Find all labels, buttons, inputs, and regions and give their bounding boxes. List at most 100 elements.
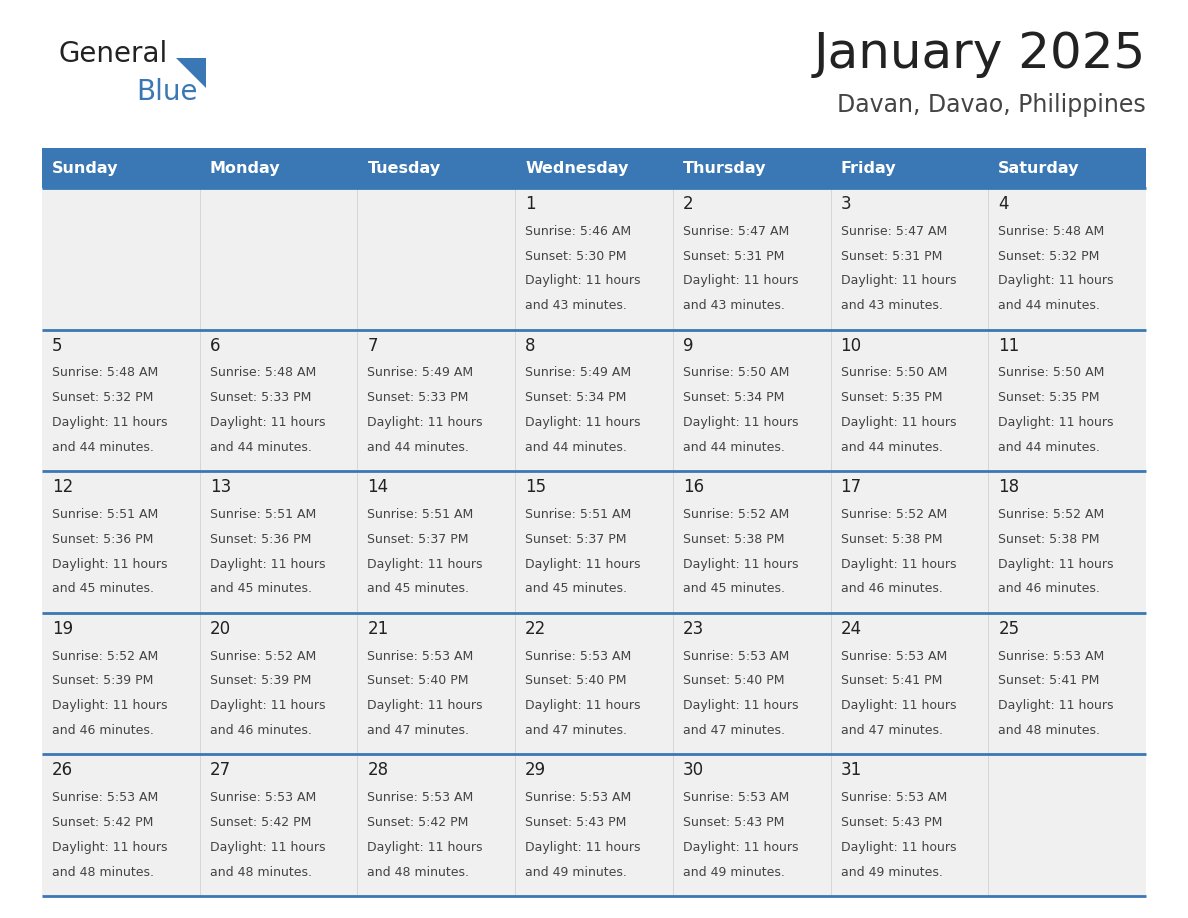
Text: and 43 minutes.: and 43 minutes. xyxy=(683,299,785,312)
Text: Sunrise: 5:48 AM: Sunrise: 5:48 AM xyxy=(210,366,316,379)
Bar xyxy=(672,330,830,471)
Text: Sunset: 5:42 PM: Sunset: 5:42 PM xyxy=(210,816,311,829)
Text: Daylight: 11 hours: Daylight: 11 hours xyxy=(683,416,798,429)
Text: 31: 31 xyxy=(841,761,861,779)
Text: January 2025: January 2025 xyxy=(814,30,1146,78)
Bar xyxy=(830,330,988,471)
Text: Sunrise: 5:53 AM: Sunrise: 5:53 AM xyxy=(525,650,631,663)
Text: Daylight: 11 hours: Daylight: 11 hours xyxy=(841,700,956,712)
Text: Sunset: 5:39 PM: Sunset: 5:39 PM xyxy=(210,675,311,688)
Bar xyxy=(672,613,830,755)
Text: Monday: Monday xyxy=(210,161,280,175)
Text: Sunrise: 5:52 AM: Sunrise: 5:52 AM xyxy=(841,508,947,521)
Text: Daylight: 11 hours: Daylight: 11 hours xyxy=(52,841,168,854)
Bar xyxy=(830,471,988,613)
Text: 28: 28 xyxy=(367,761,388,779)
Bar xyxy=(200,613,358,755)
Text: Sunset: 5:40 PM: Sunset: 5:40 PM xyxy=(683,675,784,688)
Bar xyxy=(200,188,358,330)
Text: 23: 23 xyxy=(683,620,704,638)
Text: Sunrise: 5:47 AM: Sunrise: 5:47 AM xyxy=(683,225,789,238)
Text: and 44 minutes.: and 44 minutes. xyxy=(210,441,311,453)
Text: Daylight: 11 hours: Daylight: 11 hours xyxy=(525,274,640,287)
Text: 12: 12 xyxy=(52,478,74,497)
Text: Blue: Blue xyxy=(135,78,197,106)
Text: 29: 29 xyxy=(525,761,546,779)
Text: Sunset: 5:43 PM: Sunset: 5:43 PM xyxy=(683,816,784,829)
Text: and 44 minutes.: and 44 minutes. xyxy=(683,441,785,453)
Text: 4: 4 xyxy=(998,195,1009,213)
Text: Daylight: 11 hours: Daylight: 11 hours xyxy=(367,557,484,571)
Text: 7: 7 xyxy=(367,337,378,354)
Text: Sunset: 5:43 PM: Sunset: 5:43 PM xyxy=(841,816,942,829)
Text: and 49 minutes.: and 49 minutes. xyxy=(525,866,627,879)
Text: Sunset: 5:40 PM: Sunset: 5:40 PM xyxy=(367,675,469,688)
Text: 15: 15 xyxy=(525,478,546,497)
Bar xyxy=(200,330,358,471)
Polygon shape xyxy=(176,58,206,88)
Bar xyxy=(358,148,516,188)
Text: Sunrise: 5:50 AM: Sunrise: 5:50 AM xyxy=(683,366,789,379)
Text: Daylight: 11 hours: Daylight: 11 hours xyxy=(210,416,326,429)
Bar xyxy=(988,330,1146,471)
Text: and 47 minutes.: and 47 minutes. xyxy=(841,724,942,737)
Text: Sunrise: 5:48 AM: Sunrise: 5:48 AM xyxy=(52,366,158,379)
Text: Daylight: 11 hours: Daylight: 11 hours xyxy=(998,274,1114,287)
Text: Sunset: 5:34 PM: Sunset: 5:34 PM xyxy=(683,391,784,404)
Text: Daylight: 11 hours: Daylight: 11 hours xyxy=(525,700,640,712)
Text: Sunrise: 5:53 AM: Sunrise: 5:53 AM xyxy=(525,791,631,804)
Text: Daylight: 11 hours: Daylight: 11 hours xyxy=(525,841,640,854)
Bar xyxy=(516,613,672,755)
Text: Sunrise: 5:53 AM: Sunrise: 5:53 AM xyxy=(367,650,474,663)
Bar xyxy=(988,188,1146,330)
Bar xyxy=(516,188,672,330)
Text: Sunday: Sunday xyxy=(52,161,119,175)
Text: 17: 17 xyxy=(841,478,861,497)
Text: Sunrise: 5:53 AM: Sunrise: 5:53 AM xyxy=(841,650,947,663)
Text: and 45 minutes.: and 45 minutes. xyxy=(683,582,785,596)
Text: Sunset: 5:43 PM: Sunset: 5:43 PM xyxy=(525,816,626,829)
Text: Sunrise: 5:49 AM: Sunrise: 5:49 AM xyxy=(525,366,631,379)
Text: and 44 minutes.: and 44 minutes. xyxy=(841,441,942,453)
Text: Daylight: 11 hours: Daylight: 11 hours xyxy=(525,416,640,429)
Text: Daylight: 11 hours: Daylight: 11 hours xyxy=(210,841,326,854)
Text: Wednesday: Wednesday xyxy=(525,161,628,175)
Text: 2: 2 xyxy=(683,195,694,213)
Text: Saturday: Saturday xyxy=(998,161,1080,175)
Bar xyxy=(42,755,200,896)
Text: Sunrise: 5:53 AM: Sunrise: 5:53 AM xyxy=(52,791,158,804)
Bar xyxy=(200,471,358,613)
Text: 25: 25 xyxy=(998,620,1019,638)
Text: 21: 21 xyxy=(367,620,388,638)
Bar xyxy=(42,471,200,613)
Text: Sunset: 5:42 PM: Sunset: 5:42 PM xyxy=(367,816,469,829)
Bar xyxy=(516,330,672,471)
Text: and 46 minutes.: and 46 minutes. xyxy=(998,582,1100,596)
Text: Sunset: 5:30 PM: Sunset: 5:30 PM xyxy=(525,250,626,263)
Text: Daylight: 11 hours: Daylight: 11 hours xyxy=(367,700,484,712)
Bar xyxy=(830,755,988,896)
Text: Thursday: Thursday xyxy=(683,161,766,175)
Text: Daylight: 11 hours: Daylight: 11 hours xyxy=(683,700,798,712)
Text: Sunrise: 5:51 AM: Sunrise: 5:51 AM xyxy=(525,508,631,521)
Bar xyxy=(988,613,1146,755)
Text: and 45 minutes.: and 45 minutes. xyxy=(52,582,154,596)
Bar xyxy=(516,148,672,188)
Text: and 47 minutes.: and 47 minutes. xyxy=(367,724,469,737)
Text: Sunrise: 5:53 AM: Sunrise: 5:53 AM xyxy=(998,650,1105,663)
Text: 22: 22 xyxy=(525,620,546,638)
Text: Sunrise: 5:51 AM: Sunrise: 5:51 AM xyxy=(367,508,474,521)
Text: Daylight: 11 hours: Daylight: 11 hours xyxy=(367,416,484,429)
Text: and 45 minutes.: and 45 minutes. xyxy=(367,582,469,596)
Text: Sunset: 5:39 PM: Sunset: 5:39 PM xyxy=(52,675,153,688)
Text: Sunrise: 5:46 AM: Sunrise: 5:46 AM xyxy=(525,225,631,238)
Text: Sunset: 5:32 PM: Sunset: 5:32 PM xyxy=(52,391,153,404)
Text: Sunset: 5:35 PM: Sunset: 5:35 PM xyxy=(998,391,1100,404)
Bar xyxy=(358,188,516,330)
Bar xyxy=(42,613,200,755)
Text: 30: 30 xyxy=(683,761,704,779)
Text: 9: 9 xyxy=(683,337,694,354)
Text: Sunrise: 5:50 AM: Sunrise: 5:50 AM xyxy=(998,366,1105,379)
Text: and 45 minutes.: and 45 minutes. xyxy=(210,582,311,596)
Text: Daylight: 11 hours: Daylight: 11 hours xyxy=(525,557,640,571)
